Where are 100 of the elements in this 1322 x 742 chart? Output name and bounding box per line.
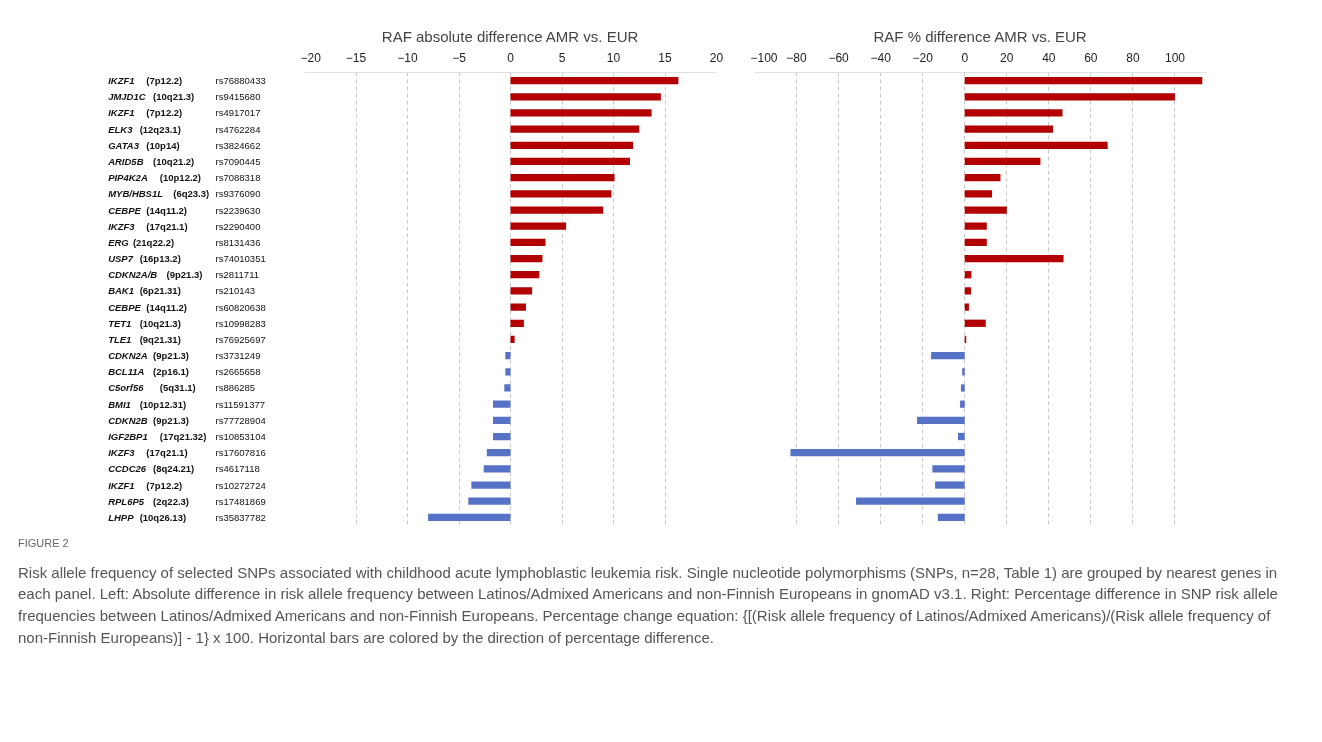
bar <box>917 416 965 424</box>
x-tick-label: −80 <box>786 50 808 65</box>
category-label: CEBPE (14q11.2) rs2239630 <box>108 204 261 216</box>
category-label: CEBPE (14q11.2) rs60820638 <box>108 301 266 313</box>
bar <box>510 109 652 117</box>
x-tick-label: −10 <box>397 50 418 65</box>
bar <box>510 335 515 344</box>
bar <box>505 368 511 376</box>
category-label: CDKN2A/B (9p21.3) rs2811711 <box>108 269 260 281</box>
x-tick-label: 40 <box>1042 50 1056 65</box>
bar <box>510 238 546 247</box>
category-label: LHPP (10q26.13) rs35837782 <box>108 511 266 523</box>
x-tick-label: −40 <box>870 50 892 65</box>
category-label: MYB/HBS1L (6q23.3) rs9376090 <box>108 188 261 200</box>
bar <box>510 76 679 85</box>
bar <box>935 481 965 489</box>
bar <box>492 400 511 408</box>
x-tick-label: 80 <box>1126 50 1140 65</box>
x-tick-label: −20 <box>912 50 934 65</box>
bar <box>510 206 604 214</box>
bar <box>964 76 1203 85</box>
category-label: IKZF1 (7p12.2) rs10272724 <box>108 479 266 491</box>
bar <box>960 400 965 408</box>
category-label: GATA3 (10p14) rs3824662 <box>108 139 261 151</box>
bar <box>492 416 511 424</box>
bar <box>510 319 524 327</box>
bar <box>960 384 965 392</box>
bar <box>468 497 511 505</box>
bar <box>471 481 511 489</box>
category-label: BAK1 (6p21.31) rs210143 <box>108 285 256 297</box>
x-tick-label: −100 <box>750 50 778 65</box>
x-tick-label: 5 <box>558 50 566 65</box>
bar <box>964 141 1108 149</box>
category-label: ARID5B (10q21.2) rs7090445 <box>108 155 261 167</box>
category-label: JMJD1C (10q21.3) rs9415680 <box>108 91 261 103</box>
bar <box>964 109 1063 117</box>
category-label: ELK3 (12q23.1) rs4762284 <box>108 123 261 135</box>
bar <box>510 287 533 295</box>
x-tick-label: 0 <box>961 50 969 65</box>
bar <box>964 190 993 198</box>
x-tick-label: 20 <box>709 50 724 65</box>
category-label: IGF2BP1 (17q21.32) rs10853104 <box>108 431 266 443</box>
bar <box>856 497 965 505</box>
x-tick-label: −5 <box>452 50 467 65</box>
bar <box>510 174 615 182</box>
bar <box>790 449 965 457</box>
bar <box>964 319 986 327</box>
x-tick-label: 0 <box>507 50 515 65</box>
x-tick-label: 20 <box>1000 50 1014 65</box>
bar <box>510 222 567 230</box>
bar <box>964 238 987 247</box>
bar <box>937 513 965 522</box>
bar <box>964 287 972 295</box>
bar <box>958 432 965 441</box>
x-tick-label: 60 <box>1084 50 1098 65</box>
bar <box>510 93 661 101</box>
category-label: IKZF1 (7p12.2) rs76880433 <box>108 75 266 87</box>
bar <box>964 157 1041 166</box>
bar <box>486 449 511 457</box>
category-label: C5orf56 (5q31.1) rs886285 <box>108 382 256 394</box>
bar <box>964 254 1064 263</box>
x-tick-label: −60 <box>828 50 850 65</box>
text: Risk allele frequency of selected SNPs associated with childhood acute lymphoblastic leukemia risk. Single nucleotide polymorphisms (SNPs, n=28, Table 1) are grouped by nearest genes in each panel. Left: Absolute difference in risk allele frequency between Latinos/Admixed Americans and non-Finnish Europeans in gnomAD v3.1. Right: Percentage difference in SNP risk allele frequencies between Latinos/Admixed Americans and non-Finnish Europeans. Percentage change equation: {[(Risk allele frequency of Latinos/Admixed Americans)/(Risk allele frequency of non-Finnish Europeans)] - 1} x 100. Horizontal bars are colored by the direction of percentage difference. <box>18 562 1279 648</box>
bar <box>932 465 965 473</box>
category-label: USP7 (16p13.2) rs74010351 <box>108 253 266 265</box>
bar <box>505 351 511 360</box>
x-tick-label: 10 <box>606 50 621 65</box>
category-label: TLE1 (9q21.31) rs76925697 <box>108 333 266 345</box>
bar <box>504 384 511 392</box>
bar <box>510 141 634 149</box>
bar <box>510 303 526 311</box>
chart-title: RAF absolute difference AMR vs. EUR <box>381 27 639 45</box>
bar <box>510 157 630 166</box>
category-label: IKZF3 (17q21.1) rs2290400 <box>108 220 261 232</box>
category-label: CDKN2B (9p21.3) rs77728904 <box>108 414 266 426</box>
chart-title: RAF % difference AMR vs. EUR <box>873 27 1087 45</box>
category-label: IKZF3 (17q21.1) rs17607816 <box>108 447 266 459</box>
category-label: BCL11A (2p16.1) rs2665658 <box>108 366 261 378</box>
category-label: CCDC26 (8q24.21) rs4617118 <box>108 463 260 475</box>
category-label: BMI1 (10p12.31) rs11591377 <box>108 398 265 410</box>
bar <box>964 174 1001 182</box>
bar <box>510 125 640 133</box>
bar <box>964 206 1007 214</box>
bar <box>510 190 612 198</box>
bar <box>964 93 1175 101</box>
x-tick-label: 100 <box>1164 50 1186 65</box>
x-tick-label: −20 <box>300 50 322 65</box>
bar <box>962 368 965 376</box>
caption: FIGURE 2 <box>18 536 69 551</box>
bar <box>964 125 1054 133</box>
bar <box>964 222 987 230</box>
category-label: PIP4K2A (10p12.2) rs7088318 <box>108 172 261 184</box>
category-label: IKZF1 (7p12.2) rs4917017 <box>108 107 261 119</box>
bar <box>510 271 540 279</box>
category-label: RPL6P5 (2q22.3) rs17481869 <box>108 495 266 507</box>
category-label: CDKN2A (9p21.3) rs3731249 <box>108 350 261 362</box>
category-label: TET1 (10q21.3) rs10998283 <box>108 317 266 329</box>
bar <box>964 303 969 311</box>
category-label: ERG (21q22.2) rs8131436 <box>108 236 261 248</box>
bar <box>510 254 543 263</box>
